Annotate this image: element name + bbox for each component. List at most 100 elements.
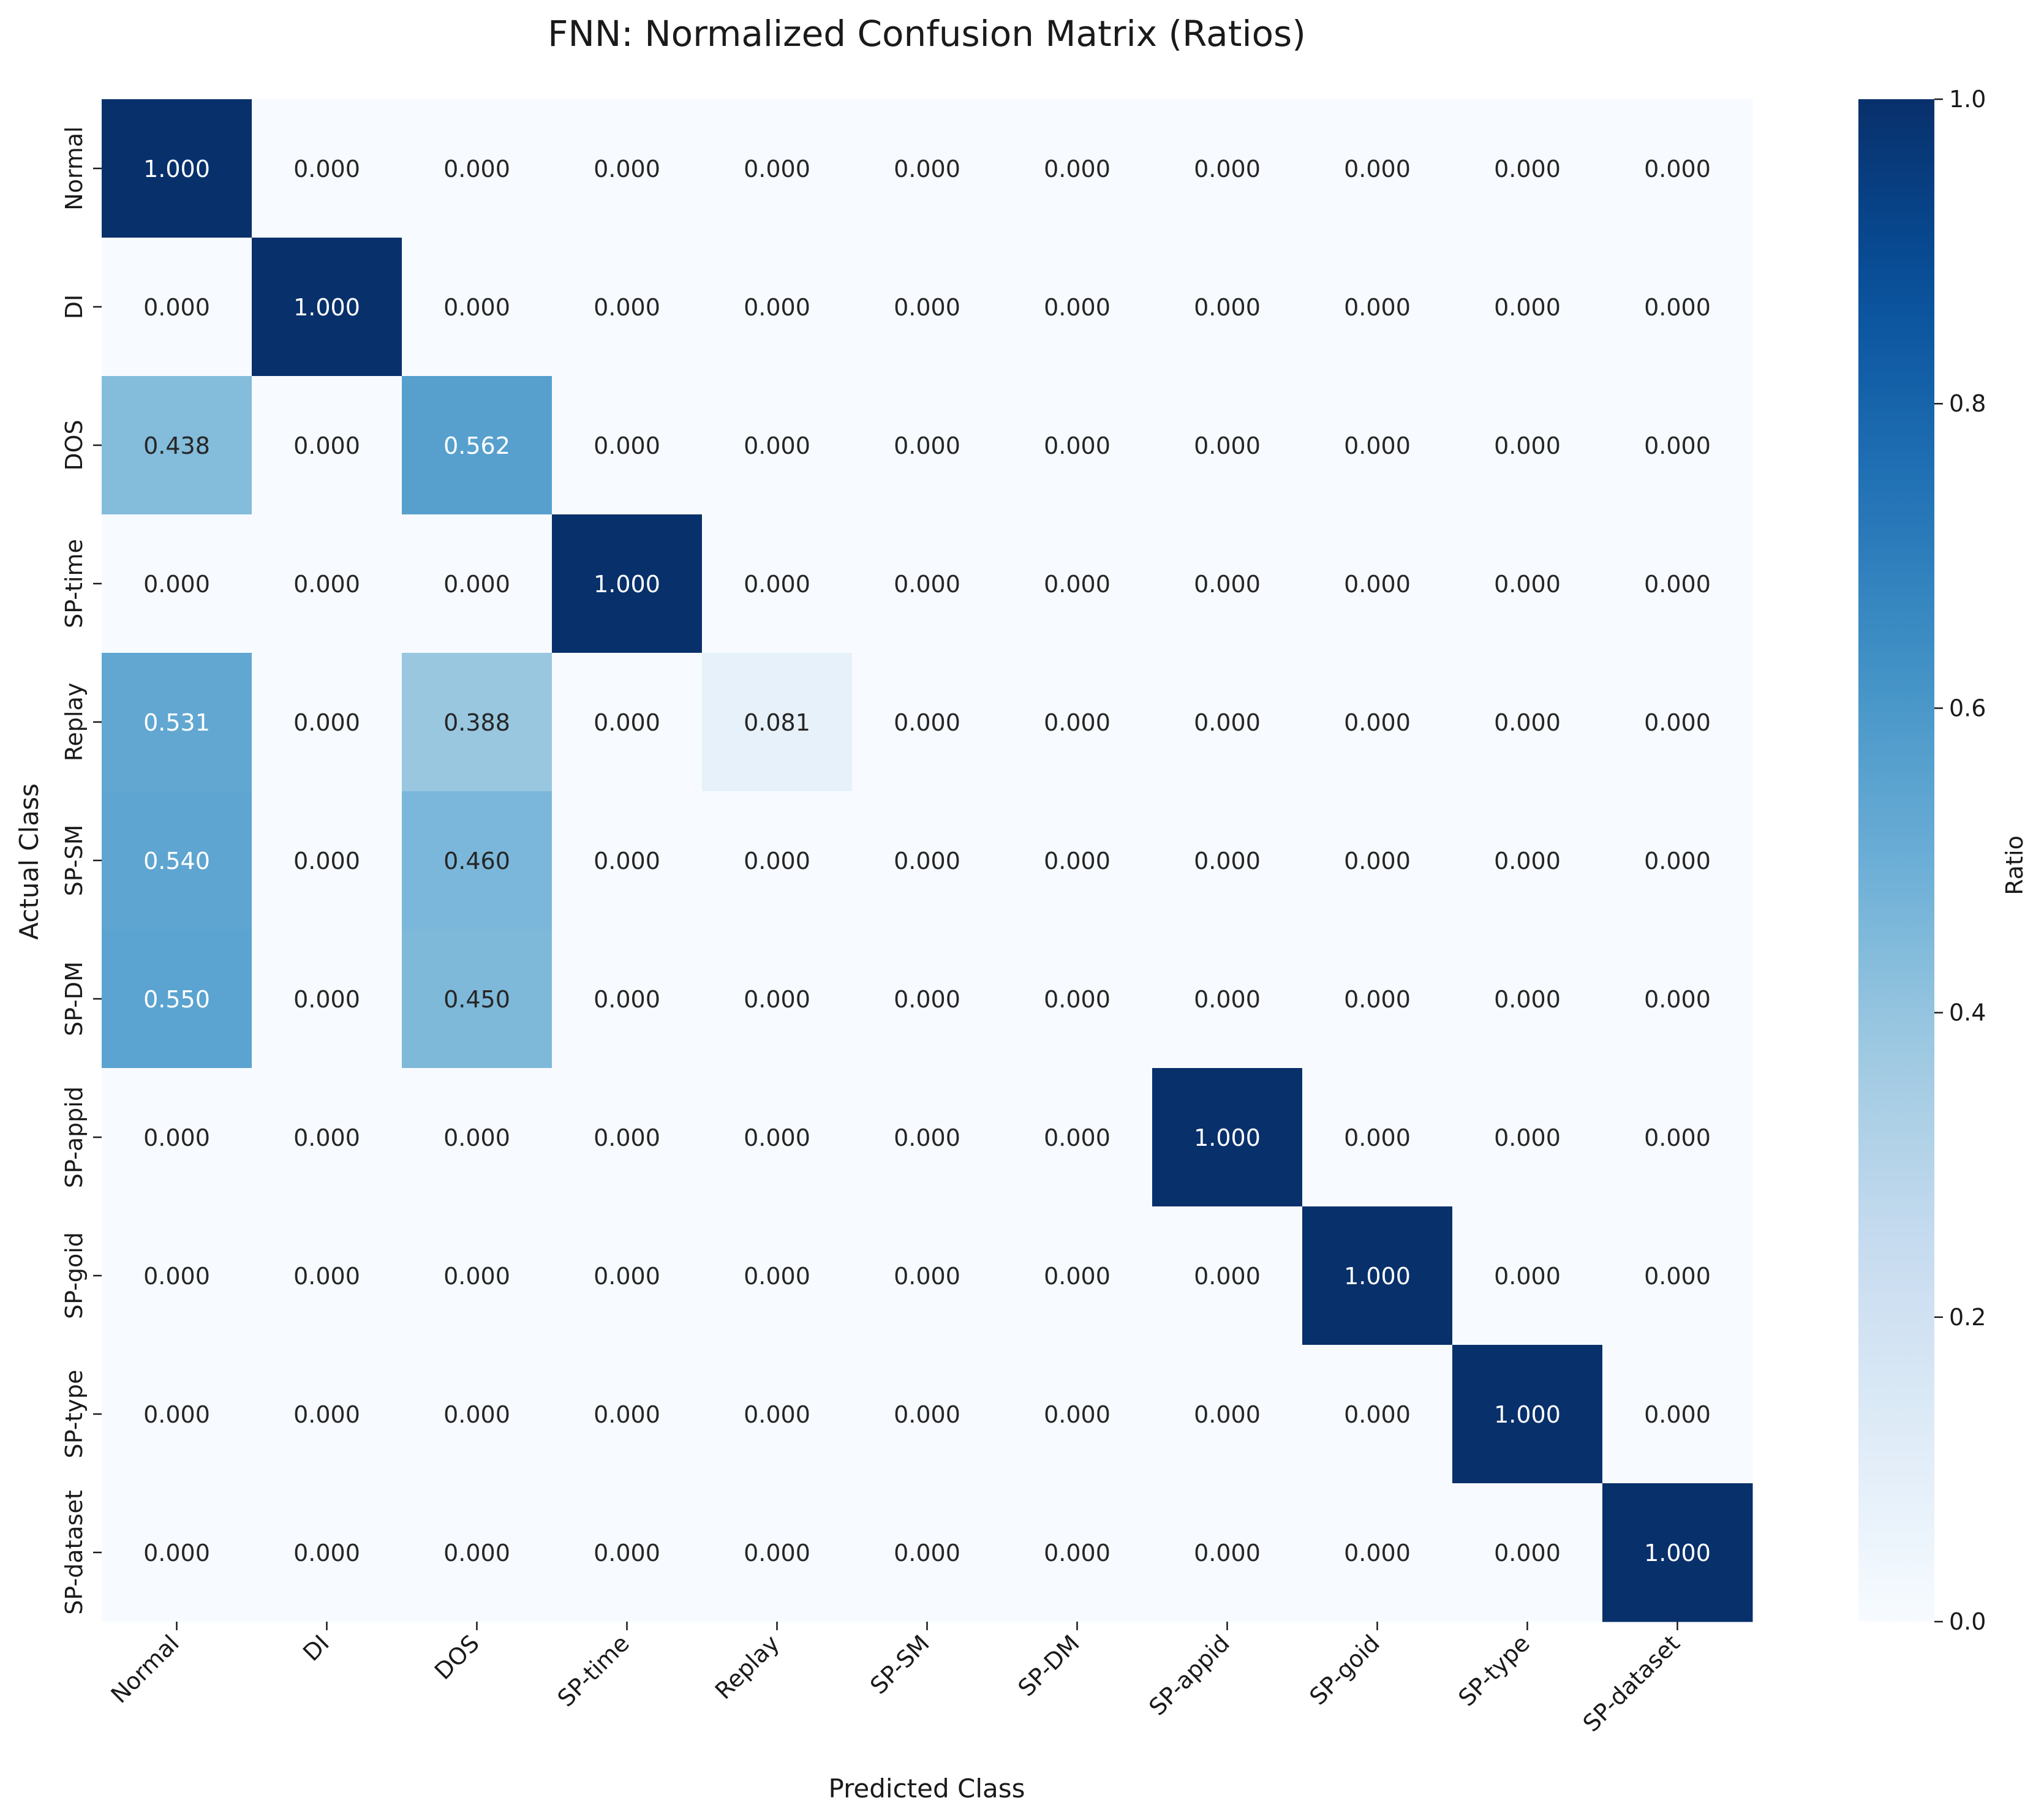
cell-value-label: 0.000 <box>1044 848 1111 875</box>
heatmap-cell-sp-type-sp-appid <box>1152 1345 1303 1484</box>
heatmap-cell-dos-di <box>252 376 402 515</box>
cell-value-label: 0.000 <box>744 1540 810 1567</box>
heatmap-cell-sp-dataset-di <box>252 1483 402 1622</box>
cell-value-label: 0.000 <box>293 1124 360 1151</box>
cell-value-label: 0.000 <box>1344 1540 1411 1567</box>
heatmap-cell-sp-appid-sp-time <box>552 1068 703 1207</box>
cell-value-label: 0.000 <box>1344 432 1411 459</box>
heatmap-cell-sp-dataset-sp-type <box>1452 1483 1603 1622</box>
cell-value-label: 0.000 <box>894 432 960 459</box>
heatmap-cell-sp-type-sp-sm <box>852 1345 1003 1484</box>
cell-value-label: 0.000 <box>293 986 360 1013</box>
cell-value-label: 0.000 <box>594 848 660 875</box>
heatmap-cell-dos-sp-appid <box>1152 376 1303 515</box>
cell-value-label: 0.000 <box>1494 848 1561 875</box>
cell-value-label: 0.000 <box>293 432 360 459</box>
cell-value-label: 0.000 <box>894 1540 960 1567</box>
heatmap-cell-normal-di <box>252 99 402 238</box>
heatmap-cell-normal-sp-sm <box>852 99 1003 238</box>
heatmap-cell-sp-goid-sp-dm <box>1002 1206 1153 1345</box>
cell-value-label: 0.000 <box>1644 432 1711 459</box>
cell-value-label: 0.000 <box>1644 1401 1711 1428</box>
heatmap-cell-sp-sm-normal <box>102 791 252 930</box>
heatmap-cell-dos-sp-time <box>552 376 703 515</box>
heatmap-cell-sp-type-sp-dataset <box>1602 1345 1753 1484</box>
y-tick-label-sp-dataset: SP-dataset <box>61 1490 88 1615</box>
cell-value-label: 0.000 <box>1194 1263 1261 1290</box>
heatmap-cell-sp-type-sp-goid <box>1302 1345 1453 1484</box>
heatmap-cell-di-sp-sm <box>852 238 1003 377</box>
heatmap-cell-sp-type-dos <box>402 1345 552 1484</box>
heatmap-cell-labels: 1.000 0.000 0.000 0.000 0.000 0.000 0.000 0.000… <box>143 156 1711 1567</box>
heatmap-cell-sp-dm-sp-dm <box>1002 930 1153 1069</box>
heatmap-cell-sp-sm-replay <box>702 791 853 930</box>
cell-value-label: 0.000 <box>443 1124 510 1151</box>
heatmap-cell-sp-time-dos <box>402 514 552 653</box>
cell-value-label: 0.000 <box>1194 1540 1261 1567</box>
heatmap-cell-di-sp-appid <box>1152 238 1303 377</box>
cell-value-label: 0.000 <box>143 1540 210 1567</box>
cell-value-label: 0.000 <box>744 1124 810 1151</box>
cell-value-label: 0.550 <box>143 986 210 1013</box>
cell-value-label: 0.000 <box>894 294 960 321</box>
cell-value-label: 0.000 <box>744 294 810 321</box>
cell-value-label: 0.000 <box>1344 1401 1411 1428</box>
heatmap-cell-sp-goid-di <box>252 1206 402 1345</box>
x-tick-label-sp-appid: SP-appid <box>1144 1630 1235 1721</box>
heatmap-cell-normal-replay <box>702 99 853 238</box>
y-tick-label-sp-sm: SP-SM <box>61 825 88 897</box>
heatmap-cell-dos-dos <box>402 376 552 515</box>
heatmap-cell-di-normal <box>102 238 252 377</box>
heatmap-cell-sp-dataset-sp-dm <box>1002 1483 1153 1622</box>
y-tick-label-sp-appid: SP-appid <box>61 1086 88 1188</box>
cell-value-label: 0.000 <box>1344 709 1411 736</box>
cell-value-label: 0.000 <box>1044 571 1111 598</box>
cell-value-label: 0.000 <box>1194 294 1261 321</box>
heatmap-cell-sp-dm-dos <box>402 930 552 1069</box>
heatmap-cell-sp-dataset-sp-time <box>552 1483 703 1622</box>
heatmap-cell-di-sp-time <box>552 238 703 377</box>
heatmap-cell-sp-dm-sp-dataset <box>1602 930 1753 1069</box>
cell-value-label: 0.000 <box>594 156 660 182</box>
heatmap-cell-normal-sp-time <box>552 99 703 238</box>
heatmap-cell-dos-sp-type <box>1452 376 1603 515</box>
heatmap-cell-replay-dos <box>402 653 552 792</box>
heatmap-cell-sp-time-normal <box>102 514 252 653</box>
cell-value-label: 0.000 <box>293 1401 360 1428</box>
cell-value-label: 0.000 <box>594 1263 660 1290</box>
x-tick-label-di: DI <box>298 1630 334 1666</box>
cell-value-label: 0.000 <box>594 432 660 459</box>
heatmap-cell-normal-sp-type <box>1452 99 1603 238</box>
heatmap-cell-sp-sm-sp-sm <box>852 791 1003 930</box>
cell-value-label: 0.000 <box>894 1263 960 1290</box>
heatmap-cell-sp-appid-sp-sm <box>852 1068 1003 1207</box>
cell-value-label: 0.000 <box>744 571 810 598</box>
cell-value-label: 0.562 <box>443 432 510 459</box>
cell-value-label: 0.000 <box>1194 571 1261 598</box>
heatmap-cell-sp-dm-sp-goid <box>1302 930 1453 1069</box>
cell-value-label: 0.000 <box>1344 986 1411 1013</box>
cell-value-label: 0.000 <box>143 1263 210 1290</box>
cell-value-label: 0.000 <box>1494 986 1561 1013</box>
cell-value-label: 0.000 <box>443 571 510 598</box>
cell-value-label: 0.000 <box>1344 156 1411 182</box>
y-tick-label-dos: DOS <box>61 419 88 470</box>
cell-value-label: 0.000 <box>744 848 810 875</box>
heatmap-cells <box>102 99 1753 1622</box>
heatmap-cell-sp-dataset-normal <box>102 1483 252 1622</box>
heatmap-cell-sp-goid-normal <box>102 1206 252 1345</box>
cell-value-label: 0.000 <box>293 1540 360 1567</box>
heatmap-cell-sp-time-replay <box>702 514 853 653</box>
heatmap-cell-di-dos <box>402 238 552 377</box>
cell-value-label: 0.000 <box>1344 1124 1411 1151</box>
heatmap-cell-sp-dm-sp-sm <box>852 930 1003 1069</box>
heatmap-cell-sp-time-sp-time <box>552 514 703 653</box>
y-tick-label-sp-time: SP-time <box>61 539 88 628</box>
heatmap-cell-dos-normal <box>102 376 252 515</box>
cell-value-label: 0.000 <box>143 294 210 321</box>
heatmap-cell-sp-sm-di <box>252 791 402 930</box>
cell-value-label: 0.000 <box>744 432 810 459</box>
heatmap-cell-sp-sm-sp-dm <box>1002 791 1153 930</box>
heatmap-cell-sp-dm-sp-type <box>1452 930 1603 1069</box>
